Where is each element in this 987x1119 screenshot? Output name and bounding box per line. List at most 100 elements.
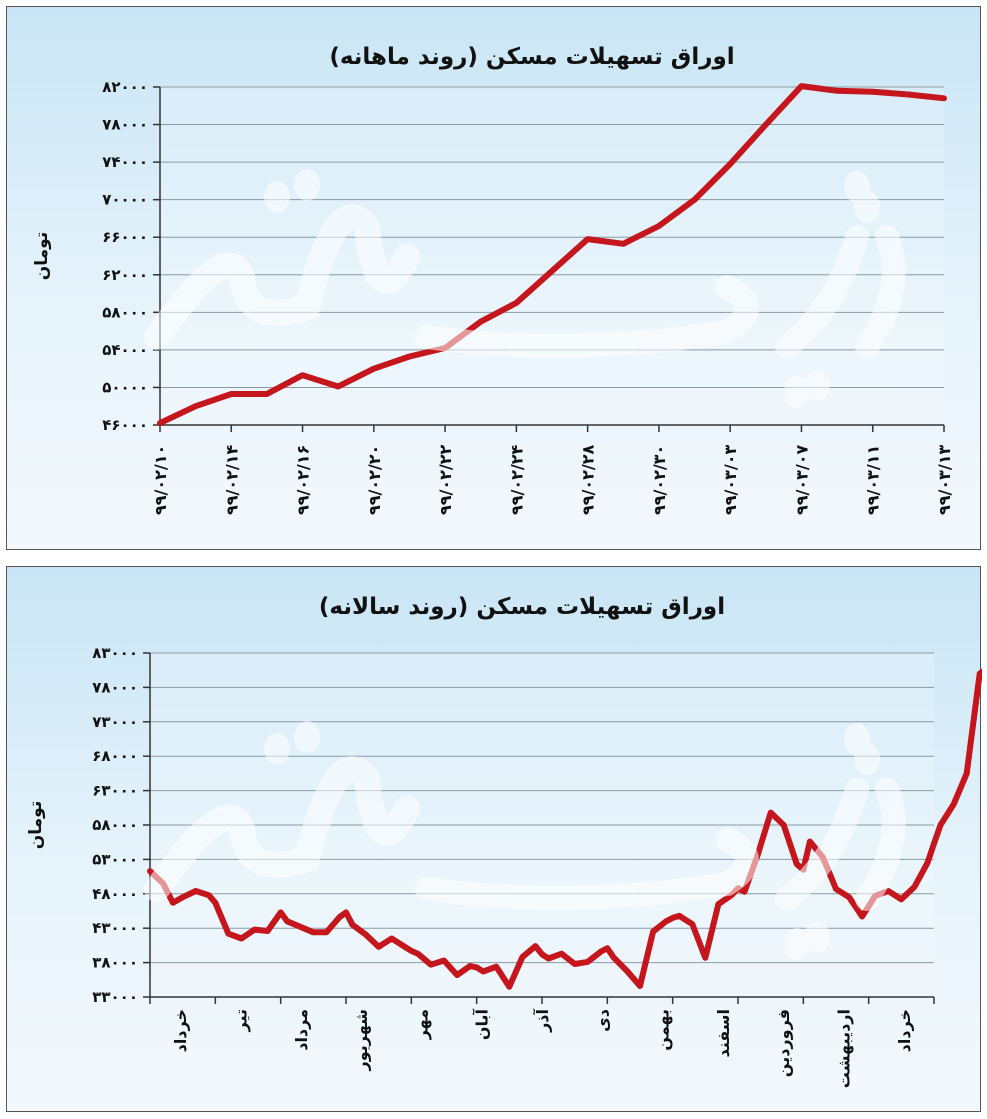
yearly-data-point xyxy=(251,927,258,933)
yearly-data-point xyxy=(147,868,153,874)
monthly-data-point xyxy=(335,383,341,390)
monthly-y-tick-label: ۴۶۰۰۰ xyxy=(102,416,148,434)
yearly-data-point xyxy=(951,801,957,807)
yearly-y-tick-label: ۵۳۰۰۰ xyxy=(92,850,138,868)
yearly-x-tick-label: شهریور xyxy=(352,1009,371,1072)
yearly-data-point xyxy=(180,894,186,900)
yearly-data-point xyxy=(663,918,669,924)
monthly-watermark-stroke xyxy=(144,204,420,350)
yearly-x-tick-label: اردیبهشت xyxy=(835,1009,854,1088)
monthly-x-tick-label: ۹۹/۰۲/۱۶ xyxy=(294,445,313,515)
monthly-data-point xyxy=(371,366,377,372)
yearly-data-point xyxy=(376,944,382,950)
yearly-data-point xyxy=(924,860,931,866)
monthly-data-point xyxy=(478,319,484,325)
yearly-x-tick-label: آبان xyxy=(472,1008,492,1040)
yearly-data-point xyxy=(545,955,552,962)
yearly-data-point xyxy=(454,972,460,978)
monthly-x-tick-label: ۹۹/۰۳/۱۳ xyxy=(935,444,954,515)
yearly-data-point xyxy=(611,955,617,961)
monthly-data-point xyxy=(513,300,519,306)
yearly-data-point xyxy=(977,671,982,677)
monthly-x-tick-label: ۹۹/۰۲/۲۰ xyxy=(365,445,384,515)
yearly-data-point xyxy=(846,894,852,900)
yearly-data-point xyxy=(781,822,787,828)
yearly-data-point xyxy=(284,918,290,924)
yearly-data-point xyxy=(343,909,349,915)
yearly-chart-panel: ۳۳۰۰۰ ۳۸۰۰۰ ۴۳۰۰۰ ۴۸۰۰۰ ۵۳۰۰۰ ۵۸۰۰۰ ۶۳۰۰۰ ۶۸۰۰۰… xyxy=(6,566,982,1112)
monthly-data-point xyxy=(299,372,306,378)
monthly-watermark-dot xyxy=(294,169,320,201)
yearly-data-point xyxy=(539,951,545,957)
yearly-y-tick-label: ۴۳۰۰۰ xyxy=(92,919,138,937)
yearly-x-tick-label: مهر xyxy=(412,1009,431,1040)
monthly-data-point xyxy=(656,223,662,229)
yearly-data-point xyxy=(532,943,539,949)
yearly-watermark-stroke xyxy=(775,777,906,911)
yearly-data-point xyxy=(474,964,480,970)
yearly-x-tick-label: خرداد xyxy=(895,1009,914,1052)
monthly-y-tick-label: ۶۲۰۰۰ xyxy=(102,266,148,284)
yearly-data-point xyxy=(519,954,526,960)
monthly-x-tick-label: ۹۹/۰۲/۱۴ xyxy=(222,444,241,515)
yearly-y-axis-label: تومان xyxy=(26,801,46,849)
monthly-y-tick-label: ۶۶۰۰۰ xyxy=(102,228,148,246)
monthly-y-tick-label: ۷۸۰۰۰ xyxy=(102,116,148,134)
monthly-data-point xyxy=(585,236,591,242)
yearly-x-tick-label: آذر xyxy=(532,1008,552,1032)
yearly-data-point xyxy=(415,951,421,957)
yearly-x-tick-label: فروردین xyxy=(774,1009,793,1077)
yearly-x-tick-label: اسفند xyxy=(714,1009,733,1058)
yearly-watermark-dot xyxy=(784,928,810,960)
monthly-watermark-stroke xyxy=(775,225,906,359)
yearly-data-point xyxy=(389,935,395,942)
monthly-chart: ۴۶۰۰۰ ۵۰۰۰۰ ۵۴۰۰۰ ۵۸۰۰۰ ۶۲۰۰۰ ۶۶۰۰۰ ۷۰۰۰۰ ۷۴۰۰۰… xyxy=(32,44,954,515)
monthly-x-tick-label: ۹۹/۰۲/۲۴ xyxy=(507,444,526,515)
yearly-y-tick-label: ۸۳۰۰۰ xyxy=(92,644,138,662)
yearly-data-point xyxy=(833,886,839,892)
yearly-y-tick-label: ۷۸۰۰۰ xyxy=(92,678,138,696)
yearly-x-tick-label: خرداد xyxy=(171,1009,190,1052)
yearly-data-point xyxy=(702,955,708,961)
yearly-data-point xyxy=(323,929,329,935)
yearly-data-point xyxy=(741,889,748,895)
yearly-data-point xyxy=(650,929,656,935)
monthly-data-point xyxy=(691,197,698,203)
yearly-data-point xyxy=(349,922,356,928)
yearly-x-tick-label: مرداد xyxy=(292,1009,311,1051)
monthly-x-tick-label: ۹۹/۰۲/۳۰ xyxy=(650,445,669,515)
yearly-y-tick-label: ۵۸۰۰۰ xyxy=(92,816,138,834)
monthly-x-tick-label: ۹۹/۰۳/۰۳ xyxy=(721,444,740,515)
yearly-watermark-stroke xyxy=(144,756,420,902)
yearly-data-point xyxy=(624,968,630,974)
monthly-y-tick-label: ۵۴۰۰۰ xyxy=(102,341,148,359)
yearly-data-point xyxy=(493,964,499,970)
yearly-data-point xyxy=(964,770,970,776)
monthly-data-point xyxy=(941,95,947,101)
yearly-data-point xyxy=(310,929,316,935)
yearly-data-point xyxy=(676,913,682,919)
monthly-data-point xyxy=(620,241,626,247)
monthly-data-point xyxy=(406,353,413,360)
monthly-y-tick-label: ۷۰۰۰۰ xyxy=(102,191,148,209)
yearly-y-tick-label: ۴۸۰۰۰ xyxy=(92,885,138,903)
yearly-data-point xyxy=(937,822,944,828)
yearly-data-point xyxy=(898,896,904,902)
yearly-y-tick-label: ۶۳۰۰۰ xyxy=(92,782,138,800)
yearly-data-point xyxy=(604,945,610,951)
yearly-data-point xyxy=(193,888,199,894)
yearly-watermark-dot xyxy=(294,721,320,753)
monthly-data-point xyxy=(834,88,840,94)
yearly-data-point xyxy=(278,909,284,915)
monthly-watermark-dot xyxy=(784,376,810,408)
monthly-y-tick-label: ۵۸۰۰۰ xyxy=(102,303,148,321)
monthly-data-point xyxy=(228,391,234,397)
yearly-data-point xyxy=(506,984,512,990)
monthly-x-tick-label: ۹۹/۰۲/۱۰ xyxy=(151,445,170,515)
monthly-data-point xyxy=(264,391,270,397)
yearly-data-point xyxy=(768,810,774,816)
monthly-data-point xyxy=(905,91,912,98)
yearly-y-tick-label: ۷۳۰۰۰ xyxy=(92,713,138,731)
monthly-data-point xyxy=(157,420,163,426)
yearly-data-point xyxy=(715,901,722,907)
